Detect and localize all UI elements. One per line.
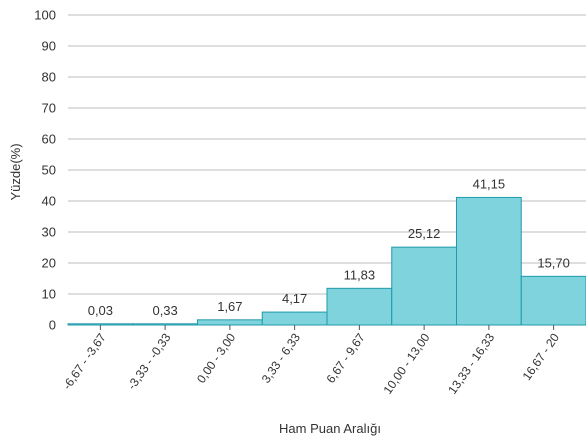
gridlines <box>68 14 586 326</box>
x-tick-label: 16,67 - 20 <box>520 330 563 383</box>
data-label: 15,70 <box>537 255 570 270</box>
bars <box>67 196 586 326</box>
y-axis-title: Yüzde(%) <box>8 143 23 200</box>
y-tick-label: 30 <box>42 225 56 240</box>
y-tick-label: 20 <box>42 256 56 271</box>
bar <box>391 246 457 326</box>
data-label: 4,17 <box>282 291 307 306</box>
x-axis-title: Ham Puan Aralığı <box>279 421 381 436</box>
data-label: 41,15 <box>473 176 506 191</box>
y-tick-label: 10 <box>42 287 56 302</box>
y-tick-label: 50 <box>42 163 56 178</box>
data-labels: 0,03 0,33 1,67 4,17 11,83 25,12 41,15 15,70 <box>88 176 570 317</box>
x-tick-label: -6,67 - -3,67 <box>60 330 109 392</box>
data-label: 0,03 <box>88 303 113 318</box>
bar <box>261 311 328 326</box>
x-tick-label: -3,33 - -0,33 <box>125 330 174 392</box>
data-label: 1,67 <box>217 299 242 314</box>
bar <box>520 275 586 326</box>
bar <box>67 323 134 326</box>
x-tick-label: 0,00 - 3,00 <box>194 330 239 385</box>
x-tick-label: 3,33 - 6,33 <box>259 330 304 385</box>
data-label: 0,33 <box>152 303 177 318</box>
y-tick-label: 40 <box>42 194 56 209</box>
x-tick-label: 10,00 - 13,00 <box>381 330 433 396</box>
bar <box>197 319 263 326</box>
y-tick-label: 60 <box>42 132 56 147</box>
data-label: 11,83 <box>344 267 376 282</box>
bar <box>132 323 198 326</box>
y-tick-label: 90 <box>42 39 56 54</box>
x-tick-label: 6,67 - 9,67 <box>323 330 368 385</box>
x-tick-label: 13,33 - 16,33 <box>445 330 497 396</box>
y-axis-ticks: 0 10 20 30 40 50 60 70 80 90 100 <box>34 8 56 333</box>
y-tick-label: 80 <box>42 70 56 85</box>
data-label: 25,12 <box>408 226 441 241</box>
bar <box>326 287 393 326</box>
x-axis-ticks: -6,67 - -3,67 -3,33 - -0,33 0,00 - 3,00 3,3… <box>60 325 562 397</box>
y-tick-label: 100 <box>34 8 56 23</box>
bar <box>456 196 522 326</box>
y-tick-label: 70 <box>42 101 56 116</box>
y-tick-label: 0 <box>49 318 56 333</box>
